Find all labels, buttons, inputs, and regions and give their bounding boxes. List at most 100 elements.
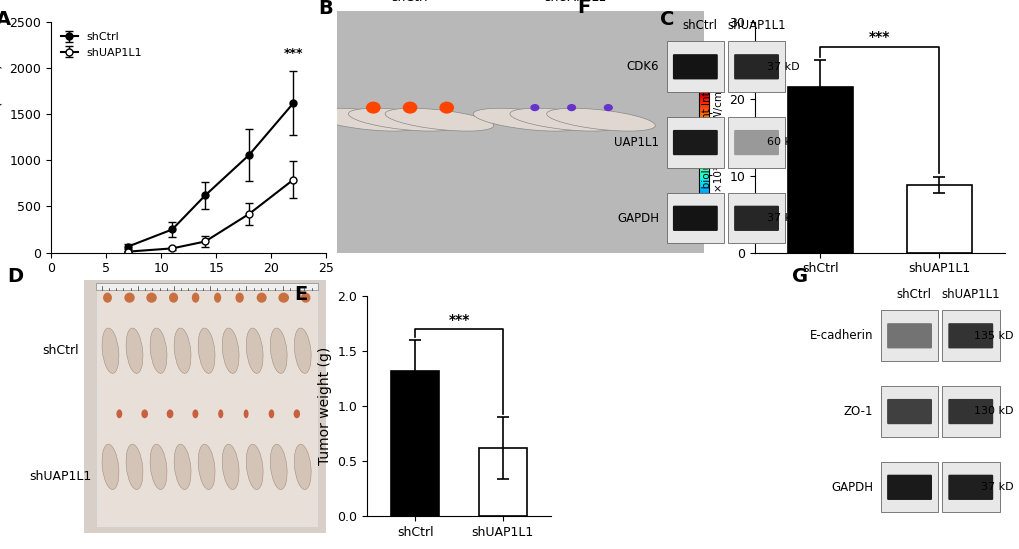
FancyBboxPatch shape [887, 323, 931, 349]
Ellipse shape [198, 444, 215, 490]
FancyBboxPatch shape [666, 41, 723, 92]
Text: D: D [7, 267, 23, 287]
FancyBboxPatch shape [728, 193, 785, 243]
FancyBboxPatch shape [880, 462, 937, 512]
Ellipse shape [510, 108, 618, 131]
Ellipse shape [169, 293, 178, 302]
Text: 37 kD: 37 kD [766, 213, 799, 223]
FancyBboxPatch shape [666, 193, 723, 243]
Text: ***: *** [868, 30, 890, 44]
Ellipse shape [174, 444, 191, 490]
Bar [478, 448, 526, 516]
Ellipse shape [294, 444, 311, 490]
FancyBboxPatch shape [887, 399, 931, 424]
Ellipse shape [192, 293, 199, 302]
FancyBboxPatch shape [734, 206, 779, 231]
FancyBboxPatch shape [948, 475, 993, 500]
Ellipse shape [312, 108, 420, 131]
FancyBboxPatch shape [880, 310, 937, 361]
Text: shCtrl: shCtrl [896, 288, 930, 300]
Ellipse shape [150, 328, 167, 373]
FancyBboxPatch shape [942, 462, 999, 512]
FancyBboxPatch shape [880, 386, 937, 436]
Ellipse shape [142, 410, 148, 418]
Ellipse shape [603, 104, 612, 111]
Ellipse shape [126, 444, 143, 490]
Ellipse shape [222, 328, 238, 373]
FancyBboxPatch shape [887, 475, 931, 500]
Legend: shCtrl, shUAP1L1: shCtrl, shUAP1L1 [56, 27, 147, 62]
Ellipse shape [193, 410, 199, 418]
Text: 37 kD: 37 kD [766, 61, 799, 71]
Ellipse shape [174, 328, 191, 373]
Text: F: F [577, 0, 590, 18]
Ellipse shape [246, 328, 263, 373]
FancyBboxPatch shape [948, 399, 993, 424]
Text: shCtrl: shCtrl [391, 0, 428, 4]
Ellipse shape [116, 410, 122, 418]
Text: A: A [0, 10, 11, 30]
FancyBboxPatch shape [728, 117, 785, 167]
Ellipse shape [246, 444, 263, 490]
FancyBboxPatch shape [96, 285, 317, 528]
Ellipse shape [214, 293, 221, 302]
Ellipse shape [150, 444, 167, 490]
Ellipse shape [102, 328, 119, 373]
Ellipse shape [257, 293, 266, 302]
X-axis label: Days post-tumor inoculation: Days post-tumor inoculation [90, 281, 287, 295]
Ellipse shape [439, 102, 453, 114]
Text: 60 kD: 60 kD [766, 137, 799, 147]
FancyBboxPatch shape [942, 386, 999, 436]
Ellipse shape [278, 293, 288, 302]
Ellipse shape [473, 108, 581, 131]
FancyBboxPatch shape [96, 283, 317, 290]
Y-axis label: Tumor weight (g): Tumor weight (g) [318, 347, 331, 466]
Text: G: G [791, 267, 807, 287]
Ellipse shape [403, 102, 417, 114]
Ellipse shape [385, 108, 493, 131]
Text: 37 kD: 37 kD [980, 482, 1013, 492]
FancyBboxPatch shape [673, 130, 717, 155]
Ellipse shape [218, 410, 223, 418]
Text: shCtrl: shCtrl [42, 344, 78, 357]
Bar [906, 185, 971, 253]
Text: shUAP1L1: shUAP1L1 [29, 470, 92, 484]
Ellipse shape [222, 444, 238, 490]
Ellipse shape [546, 108, 654, 131]
Text: UAP1L1: UAP1L1 [613, 136, 658, 149]
FancyBboxPatch shape [666, 117, 723, 167]
Text: GAPDH: GAPDH [616, 211, 658, 225]
Text: shUAP1L1: shUAP1L1 [727, 19, 786, 31]
Text: 135 kD: 135 kD [973, 330, 1013, 340]
Text: 130 kD: 130 kD [973, 406, 1013, 416]
FancyBboxPatch shape [728, 41, 785, 92]
FancyBboxPatch shape [673, 206, 717, 231]
Ellipse shape [102, 444, 119, 490]
FancyBboxPatch shape [336, 11, 703, 253]
Text: shUAP1L1: shUAP1L1 [941, 288, 1000, 300]
FancyBboxPatch shape [734, 54, 779, 80]
Ellipse shape [270, 444, 287, 490]
Ellipse shape [567, 104, 576, 111]
Y-axis label: Total bioluminescent Intensity
(×10¹⁰ (p/s)/(μW/cm²)): Total bioluminescent Intensity (×10¹⁰ (p… [701, 59, 722, 216]
Ellipse shape [146, 293, 157, 302]
Text: CDK6: CDK6 [626, 60, 658, 73]
Y-axis label: Tumor volume (mm³): Tumor volume (mm³) [0, 64, 4, 210]
Ellipse shape [235, 293, 244, 302]
Text: ***: *** [448, 313, 469, 327]
Ellipse shape [244, 410, 249, 418]
Ellipse shape [126, 328, 143, 373]
Bar [787, 87, 852, 253]
Ellipse shape [270, 328, 287, 373]
FancyBboxPatch shape [84, 280, 326, 533]
Ellipse shape [103, 293, 112, 302]
FancyBboxPatch shape [734, 130, 779, 155]
Ellipse shape [530, 104, 539, 111]
Text: ***: *** [283, 47, 303, 60]
FancyBboxPatch shape [942, 310, 999, 361]
Ellipse shape [198, 328, 215, 373]
Ellipse shape [294, 328, 311, 373]
Text: E-cadherin: E-cadherin [809, 329, 872, 342]
Ellipse shape [268, 410, 274, 418]
FancyBboxPatch shape [948, 323, 993, 349]
